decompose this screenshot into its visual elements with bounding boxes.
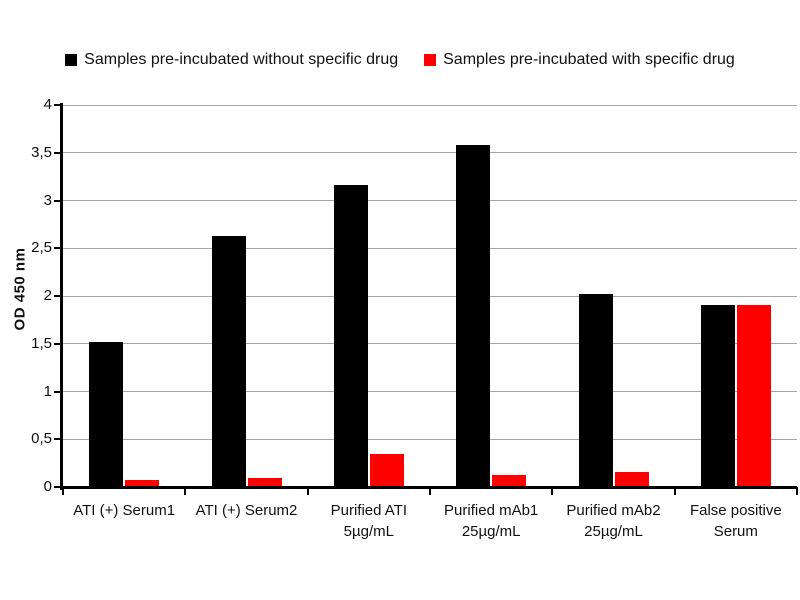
bar-without-drug [333,185,368,487]
x-axis-line [60,486,797,489]
x-tick-mark [62,487,64,495]
legend-swatch-black [65,54,78,66]
bar-without-drug [456,145,491,487]
gridline [63,247,797,249]
bar-without-drug [578,294,613,487]
gridline [63,104,797,106]
x-category-label-line: False positive [689,502,782,519]
y-axis-line [60,103,63,490]
y-tick-mark [54,295,61,297]
legend-label-without-drug: Samples pre-incubated without specific d… [84,51,399,68]
gridline [63,343,797,345]
x-tick-mark [551,487,554,495]
x-category-label: ATI (+) Serum2 [185,500,307,521]
bar-with-drug [736,304,771,487]
x-tick-mark [184,487,187,495]
x-tick-mark [429,487,431,495]
x-category-label: ATI (+) Serum1 [63,500,185,521]
bar-without-drug [89,341,124,487]
y-tick-mark [54,438,61,441]
x-category-label-line: Purified ATI [330,502,408,519]
gridline [63,295,797,297]
legend-label-with-drug: Samples pre-incubated with specific drug [443,51,735,68]
bar-with-drug [125,480,160,487]
x-category-label: Purified mAb1 25µg/mL [430,500,552,542]
bar-with-drug [369,453,404,487]
x-tick-mark [673,487,676,495]
x-category-label: Purified mAb2 25µg/mL [552,500,674,542]
legend-item-with-drug: Samples pre-incubated with specific drug [424,51,735,69]
y-tick-label: 3 [43,191,52,209]
bar-with-drug [614,471,649,487]
bar-without-drug [211,235,246,487]
x-category-label-line: Purified mAb1 [444,502,539,519]
y-tick-mark [54,342,61,345]
gridline [63,200,797,201]
x-category-label-line: 25µg/mL [584,523,643,540]
legend-item-without-drug: Samples pre-incubated without specific d… [65,51,398,69]
y-tick-label: 0 [43,478,52,495]
gridline [63,152,797,154]
y-tick-mark [54,247,61,250]
y-tick-label: 1 [43,382,52,400]
gridline [63,438,797,440]
y-tick-mark [54,199,61,202]
y-tick-label: 3,5 [31,143,52,161]
y-tick-mark [54,151,61,154]
x-category-label-line: Serum [713,523,758,540]
x-tick-mark [796,487,798,495]
x-category-label: Purified ATI 5µg/mL [308,500,430,542]
gridline [63,391,797,392]
y-tick-label: 2,5 [31,239,52,257]
y-tick-label: 0,5 [31,430,52,448]
y-tick-label: 4 [43,96,52,113]
y-tick-mark [54,104,61,106]
x-tick-mark [306,487,309,495]
x-category-label-line: Purified mAb2 [566,502,661,519]
x-category-label-line: ATI (+) Serum1 [73,502,176,519]
bar-with-drug [492,474,527,487]
bar-with-drug [247,478,282,487]
y-tick-mark [54,390,61,393]
y-tick-label: 2 [43,287,52,304]
x-category-label: False positive Serum [675,500,797,542]
bar-without-drug [700,304,735,487]
x-category-label-line: 5µg/mL [343,523,394,540]
y-tick-label: 1,5 [31,334,52,352]
legend: Samples pre-incubated without specific d… [0,51,800,69]
legend-swatch-red [424,54,437,66]
y-tick-mark [54,486,61,488]
x-category-label-line: ATI (+) Serum2 [195,502,298,519]
x-category-label-line: 25µg/mL [461,523,521,540]
